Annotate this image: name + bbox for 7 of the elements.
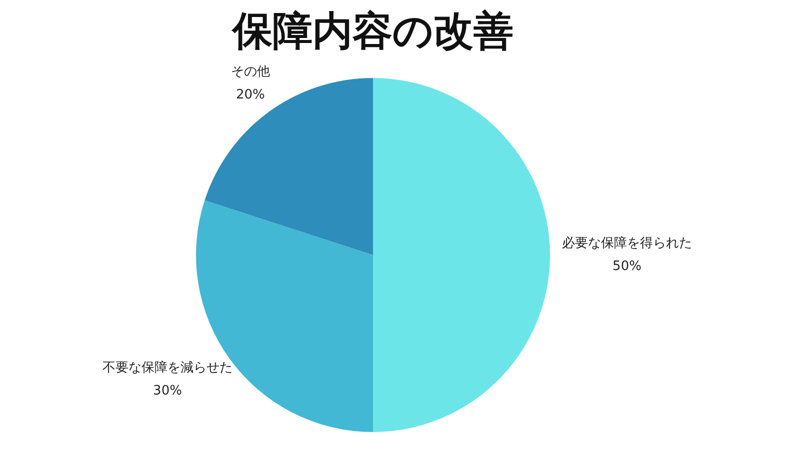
slice-label: その他: [230, 64, 270, 80]
chart-title: 保障内容の改善: [230, 8, 514, 54]
data-label: 30%: [153, 383, 182, 398]
slice-label: 必要な保障を得られた: [562, 236, 692, 251]
data-label: 20%: [236, 87, 265, 102]
slice-label: 不要な保障を減らせた: [102, 360, 233, 376]
data-label: 50%: [612, 258, 642, 274]
